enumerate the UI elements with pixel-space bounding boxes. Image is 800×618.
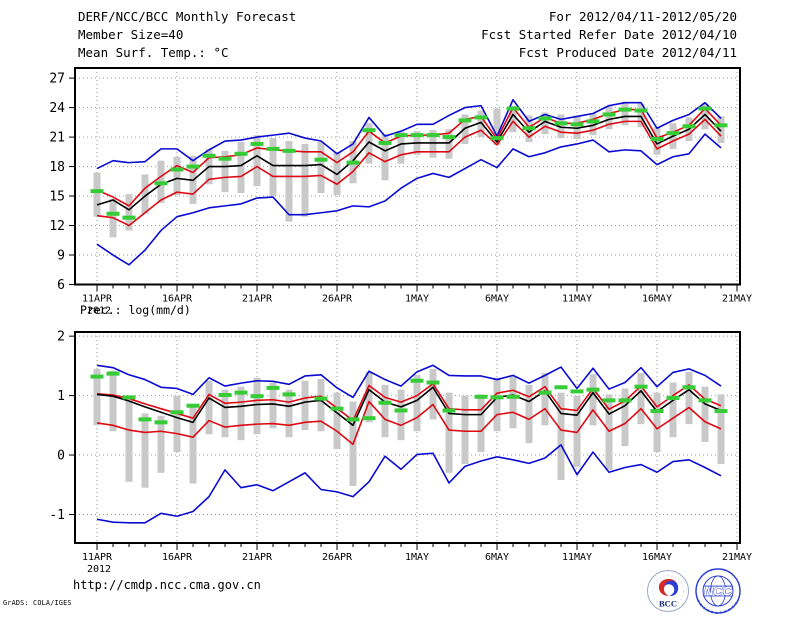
svg-text:1: 1 bbox=[57, 389, 65, 404]
ncc-logo: NCC bbox=[695, 568, 741, 614]
member-spread-bars bbox=[93, 368, 725, 488]
grid bbox=[75, 332, 740, 543]
svg-text:-1: -1 bbox=[49, 508, 65, 523]
ncc-wreath-icon bbox=[697, 599, 739, 614]
series-ensemble-mean bbox=[96, 386, 722, 427]
svg-text:11APR: 11APR bbox=[82, 552, 113, 563]
svg-text:21MAY: 21MAY bbox=[722, 552, 752, 563]
axis-ticks bbox=[69, 335, 738, 550]
grads-credit: GrADS: COLA/IGES bbox=[3, 599, 72, 607]
precip-chart: 11APR 16APR 21APR 26APR 1MAY 6MAY 11MAY 16MAY 21… bbox=[49, 330, 752, 575]
grid bbox=[75, 68, 740, 285]
series-ensemble-max bbox=[96, 98, 722, 170]
svg-text:16MAY: 16MAY bbox=[642, 552, 672, 563]
series-observation bbox=[90, 371, 728, 425]
svg-text:15: 15 bbox=[49, 190, 65, 205]
series-observation bbox=[90, 106, 728, 220]
svg-text:6MAY: 6MAY bbox=[485, 294, 509, 305]
series-ensemble-min bbox=[96, 444, 722, 524]
footer-url: http://cmdp.ncc.cma.gov.cn bbox=[73, 578, 261, 592]
svg-text:21MAY: 21MAY bbox=[722, 294, 752, 305]
svg-text:11MAY: 11MAY bbox=[562, 294, 592, 305]
series-ensemble-mean bbox=[96, 113, 722, 211]
page-title: DERF/NCC/BCC Monthly Forecast bbox=[78, 9, 297, 24]
series-ensemble-minus-spread bbox=[96, 118, 722, 227]
svg-text:0: 0 bbox=[57, 449, 65, 464]
svg-text:11APR: 11APR bbox=[82, 294, 113, 305]
ncc-logo-label: NCC bbox=[704, 584, 733, 599]
fcst-started-label: Fcst Started Refer Date 2012/04/10 bbox=[481, 27, 737, 42]
svg-text:16APR: 16APR bbox=[162, 552, 193, 563]
forecast-range-label: For 2012/04/11-2012/05/20 bbox=[548, 9, 737, 24]
bcc-swirl-red-icon bbox=[658, 578, 677, 596]
series-ensemble-max bbox=[96, 364, 722, 399]
temperature-chart: 11APR 16APR 21APR 26APR 1MAY 6MAY 11MAY 16MAY 21… bbox=[49, 67, 752, 317]
svg-text:2: 2 bbox=[57, 330, 65, 345]
svg-text:11MAY: 11MAY bbox=[562, 552, 592, 563]
axis-ticks bbox=[69, 77, 738, 292]
bcc-logo: BCC bbox=[647, 570, 689, 612]
precip-chart-title: Prec.: log(mm/d) bbox=[80, 303, 191, 317]
bcc-logo-label: BCC bbox=[659, 599, 677, 609]
svg-text:26APR: 26APR bbox=[322, 294, 353, 305]
svg-text:18: 18 bbox=[49, 160, 65, 175]
svg-text:21APR: 21APR bbox=[242, 552, 273, 563]
series-ensemble-min bbox=[96, 133, 722, 266]
svg-text:21APR: 21APR bbox=[242, 294, 273, 305]
svg-text:16MAY: 16MAY bbox=[642, 294, 672, 305]
svg-text:27: 27 bbox=[49, 72, 65, 87]
svg-text:1MAY: 1MAY bbox=[405, 294, 429, 305]
member-size-label: Member Size=40 bbox=[78, 27, 184, 42]
svg-text:12: 12 bbox=[49, 219, 65, 234]
fcst-produced-label: Fcst Produced Date 2012/04/11 bbox=[518, 45, 737, 60]
svg-text:26APR: 26APR bbox=[322, 552, 353, 563]
series-ensemble-minus-spread bbox=[96, 400, 722, 446]
svg-text:6: 6 bbox=[57, 278, 65, 293]
temperature-chart-title: Mean Surf. Temp.: °C bbox=[78, 45, 229, 60]
series-ensemble-plus-spread bbox=[96, 106, 722, 207]
bcc-ring-text-icon bbox=[652, 575, 684, 607]
svg-text:16APR: 16APR bbox=[162, 294, 193, 305]
axis-labels: 11APR 16APR 21APR 26APR 1MAY 6MAY 11MAY 16MAY 21… bbox=[49, 330, 752, 575]
series-ensemble-plus-spread bbox=[96, 382, 722, 422]
svg-text:1MAY: 1MAY bbox=[405, 552, 429, 563]
svg-text:21: 21 bbox=[49, 131, 65, 146]
svg-text:2012: 2012 bbox=[87, 564, 111, 575]
svg-text:2012: 2012 bbox=[87, 306, 111, 317]
svg-text:6MAY: 6MAY bbox=[485, 552, 509, 563]
svg-text:9: 9 bbox=[57, 249, 65, 264]
axis-labels: 11APR 16APR 21APR 26APR 1MAY 6MAY 11MAY 16MAY 21… bbox=[49, 72, 752, 317]
bcc-swirl-blue-icon bbox=[664, 580, 679, 596]
svg-text:24: 24 bbox=[49, 101, 65, 116]
